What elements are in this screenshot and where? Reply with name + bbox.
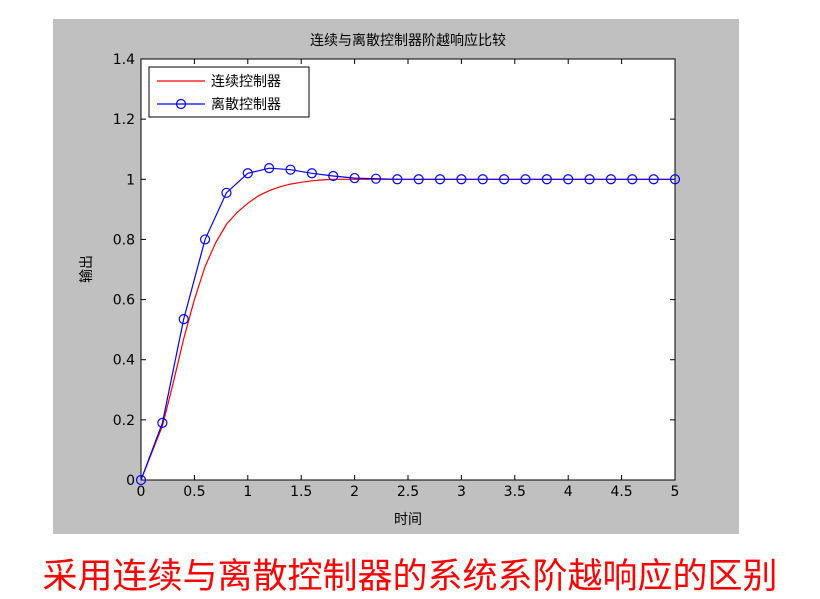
x-tick-label: 1 <box>243 484 252 500</box>
legend-marker <box>175 98 187 110</box>
plot-area <box>140 58 676 481</box>
series-lines <box>135 163 681 486</box>
data-point <box>285 164 296 175</box>
y-tick-label: 0.2 <box>113 413 135 429</box>
legend-label: 离散控制器 <box>211 96 281 113</box>
x-axis-label: 时间 <box>394 512 422 528</box>
data-point <box>563 174 574 185</box>
data-point <box>477 174 488 185</box>
data-point <box>605 174 617 185</box>
data-point <box>434 174 446 185</box>
data-point <box>306 168 317 179</box>
x-tick-label: 0 <box>137 484 146 500</box>
data-point <box>264 163 275 174</box>
data-point <box>370 173 382 184</box>
y-tick-label: 0 <box>126 473 135 489</box>
figure-caption: 采用连续与离散控制器的系统系阶越响应的区别 <box>42 557 778 597</box>
step-response-chart: 连续与离散控制器阶越响应比较 时间 输出 0 0.5 1 1.5 2 2.5 3 3.5 4 4.… <box>79 32 681 528</box>
data-point <box>221 187 232 198</box>
x-tick-label: 3.5 <box>504 484 526 500</box>
data-point <box>392 174 403 185</box>
data-point <box>499 174 510 185</box>
legend-box <box>148 66 310 118</box>
y-axis-label: 输出 <box>79 255 95 283</box>
y-tick-label: 0.6 <box>113 293 135 309</box>
data-point <box>541 174 552 185</box>
legend-label: 连续控制器 <box>211 73 281 90</box>
y-tick-label: 1.2 <box>113 112 135 128</box>
data-point <box>135 474 147 486</box>
y-tick-label: 0.4 <box>113 353 135 369</box>
figure-panel: 连续与离散控制器阶越响应比较 时间 输出 0 0.5 1 1.5 2 2.5 3 3.5 4 4.… <box>53 19 739 534</box>
axis-ticks: 0 0.5 1 1.5 2 2.5 3 3.5 4 4.5 5 0 0.2 0.4 0.6 0.8 1 1.2 1.… <box>113 52 680 500</box>
x-tick-label: 2.5 <box>397 484 419 500</box>
data-point <box>648 174 659 185</box>
data-point <box>349 172 360 184</box>
x-tick-label: 1.5 <box>290 484 312 500</box>
x-tick-label: 2 <box>350 484 359 500</box>
data-point <box>669 174 681 185</box>
x-tick-label: 4 <box>564 484 573 500</box>
y-tick-label: 1.4 <box>113 52 135 68</box>
y-tick-label: 0.8 <box>113 232 135 248</box>
data-point <box>520 174 531 185</box>
x-tick-label: 5 <box>671 484 680 500</box>
y-tick-label: 1 <box>126 172 135 188</box>
data-point <box>328 170 339 182</box>
data-point <box>584 174 595 185</box>
data-point <box>413 174 424 185</box>
data-point <box>178 314 189 325</box>
x-tick-label: 0.5 <box>183 484 205 500</box>
data-point <box>456 174 467 185</box>
x-tick-label: 3 <box>457 484 466 500</box>
data-point <box>627 174 638 185</box>
x-tick-label: 4.5 <box>610 484 632 500</box>
chart-title: 连续与离散控制器阶越响应比较 <box>310 32 506 49</box>
data-point <box>157 417 168 428</box>
data-point <box>199 234 211 245</box>
data-point <box>242 168 253 179</box>
